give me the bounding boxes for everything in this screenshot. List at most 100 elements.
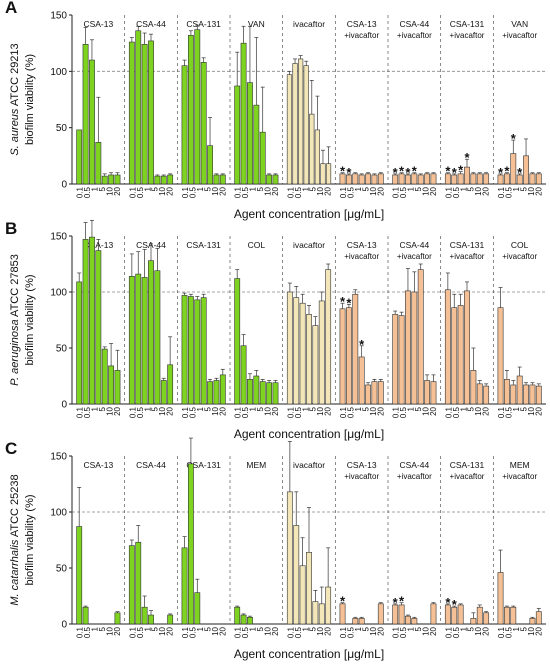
group-label-combo: +ivacaftor bbox=[450, 252, 485, 261]
x-tick-label: 20 bbox=[324, 406, 333, 415]
x-tick-label: 5 bbox=[151, 626, 160, 631]
y-tick-label: 50 bbox=[56, 344, 68, 355]
x-tick-label: 0.1 bbox=[339, 186, 348, 198]
bar bbox=[200, 297, 207, 405]
x-tick-label: 10 bbox=[369, 186, 378, 195]
y-tick-label: 100 bbox=[50, 288, 67, 299]
bar bbox=[286, 491, 293, 625]
bar bbox=[82, 606, 89, 625]
x-tick-label: 10 bbox=[422, 186, 431, 195]
bar bbox=[272, 174, 279, 185]
x-tick-label: 5 bbox=[203, 406, 212, 411]
bar bbox=[405, 290, 411, 405]
y-tick-label: 50 bbox=[56, 564, 68, 575]
x-tick-label: 0.5 bbox=[505, 626, 514, 638]
x-tick-label: 20 bbox=[271, 406, 280, 415]
x-tick-label: 0.5 bbox=[189, 406, 198, 418]
x-tick-label: 20 bbox=[271, 626, 280, 635]
x-tick-label: 0.1 bbox=[128, 186, 137, 198]
bar bbox=[476, 383, 483, 405]
x-tick-label: 0.1 bbox=[181, 186, 190, 198]
x-tick-label: 5 bbox=[98, 186, 107, 191]
x-tick-label: 20 bbox=[429, 406, 438, 415]
x-tick-label: 20 bbox=[113, 186, 122, 195]
bar bbox=[503, 606, 510, 625]
y-axis-label-strain: ATCC 29213 bbox=[9, 43, 21, 108]
bar bbox=[417, 174, 424, 185]
x-tick-label: 1 bbox=[249, 186, 258, 191]
bar bbox=[365, 173, 371, 185]
bar bbox=[535, 173, 542, 185]
x-tick-label: 5 bbox=[467, 406, 476, 411]
x-tick-label: 10 bbox=[474, 626, 483, 635]
bar bbox=[128, 41, 135, 185]
x-tick-label: 0.1 bbox=[76, 406, 85, 418]
x-tick-label: 0.5 bbox=[83, 186, 92, 198]
bar bbox=[464, 166, 470, 185]
bar bbox=[299, 565, 306, 625]
bar bbox=[154, 270, 161, 405]
y-tick-label: 0 bbox=[61, 400, 67, 411]
x-tick-label: 0.5 bbox=[241, 626, 250, 638]
bar bbox=[114, 370, 121, 405]
x-tick-label: 0.5 bbox=[347, 186, 356, 198]
bar bbox=[154, 175, 161, 185]
bar bbox=[523, 155, 529, 185]
x-tick-label: 0.5 bbox=[294, 626, 303, 638]
y-axis-label: S. aureus ATCC 29213 bbox=[9, 43, 21, 155]
bar bbox=[234, 278, 241, 405]
x-tick-label: 1 bbox=[354, 626, 363, 631]
x-tick-label: 1 bbox=[143, 626, 152, 631]
bar bbox=[76, 281, 83, 405]
x-tick-label: 5 bbox=[361, 626, 370, 631]
x-tick-label: 0.1 bbox=[76, 626, 85, 638]
bar bbox=[451, 307, 458, 405]
group-label: ivacaftor bbox=[293, 19, 325, 29]
significance-star: * bbox=[340, 164, 346, 179]
bar bbox=[318, 300, 325, 405]
bar bbox=[325, 586, 332, 625]
y-axis-label: P. aeruginosa ATCC 27853 bbox=[9, 254, 21, 386]
bar bbox=[141, 277, 148, 405]
x-tick-label: 0.5 bbox=[452, 406, 461, 418]
bar bbox=[114, 612, 121, 625]
bar bbox=[95, 250, 102, 405]
bar bbox=[510, 153, 517, 185]
x-tick-label: 1 bbox=[512, 406, 521, 411]
bar bbox=[160, 380, 167, 405]
x-tick-label: 0.1 bbox=[444, 406, 453, 418]
x-tick-label: 1 bbox=[249, 406, 258, 411]
x-tick-label: 20 bbox=[534, 626, 543, 635]
significance-star: * bbox=[359, 337, 365, 352]
bar bbox=[405, 615, 411, 625]
bar bbox=[314, 129, 320, 185]
x-tick-label: 20 bbox=[376, 626, 385, 635]
x-tick-label: 0.5 bbox=[505, 186, 514, 198]
significance-star: * bbox=[346, 295, 352, 310]
x-tick-label: 0.5 bbox=[347, 626, 356, 638]
x-tick-label: 5 bbox=[203, 186, 212, 191]
x-tick-label: 10 bbox=[106, 406, 115, 415]
group-label: COL bbox=[511, 240, 529, 250]
x-tick-label: 0.5 bbox=[241, 406, 250, 418]
bar bbox=[148, 40, 154, 185]
bar bbox=[167, 364, 174, 405]
bar bbox=[135, 273, 142, 405]
bar bbox=[266, 382, 273, 405]
group-label-combo: +ivacaftor bbox=[502, 252, 537, 261]
significance-star: * bbox=[340, 594, 346, 609]
significance-star: * bbox=[517, 165, 523, 180]
panel-b: B P. aeruginosa ATCC 27853 biofilm viabili… bbox=[5, 219, 546, 441]
panel-letter: C bbox=[5, 439, 17, 458]
bar bbox=[181, 65, 188, 185]
x-tick-label: 20 bbox=[376, 406, 385, 415]
group-label: CSA-44 bbox=[399, 19, 429, 29]
bar bbox=[476, 606, 483, 625]
bar bbox=[141, 606, 148, 625]
bar bbox=[411, 618, 418, 625]
x-axis-label: Agent concentration [μg/mL] bbox=[234, 647, 384, 661]
bar bbox=[101, 175, 108, 185]
x-tick-label: 0.1 bbox=[234, 406, 243, 418]
bar bbox=[200, 62, 207, 185]
bar bbox=[529, 618, 536, 625]
